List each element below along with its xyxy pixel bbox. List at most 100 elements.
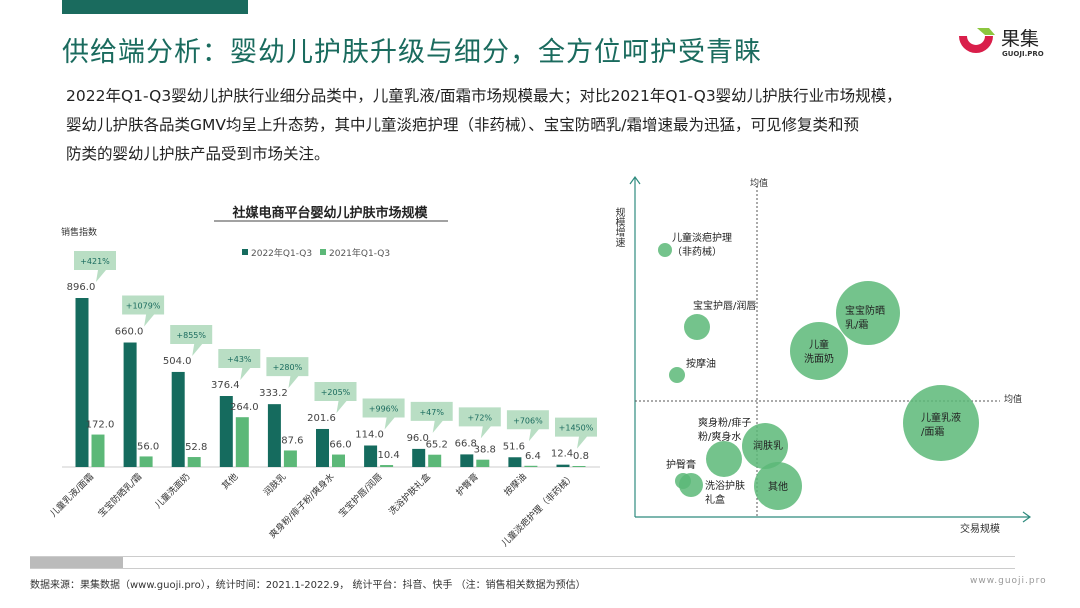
growth-label: +1450% bbox=[559, 424, 594, 433]
category-label: 儿童洗面奶 bbox=[152, 471, 192, 511]
bubble bbox=[706, 441, 742, 477]
growth-callout bbox=[266, 357, 309, 389]
bar-2022 bbox=[171, 371, 185, 467]
category-label: 洗浴护肤礼盒 bbox=[386, 471, 433, 518]
bubble bbox=[742, 423, 788, 469]
growth-label: +996% bbox=[369, 404, 399, 413]
bubble-label: 洗面奶 bbox=[804, 353, 834, 365]
bar-2021 bbox=[380, 465, 394, 467]
legend-swatch-2021 bbox=[320, 249, 326, 255]
growth-label: +1079% bbox=[126, 302, 161, 311]
growth-callout bbox=[74, 251, 116, 282]
progress-indicator bbox=[30, 557, 123, 568]
growth-callout bbox=[314, 381, 357, 413]
bubble bbox=[836, 281, 900, 345]
bubble-label: 礼盒 bbox=[705, 493, 725, 506]
bar-2021 bbox=[283, 450, 297, 467]
bar-2022 bbox=[460, 454, 474, 467]
data-source: 数据来源：果集数据（www.guoji.pro），统计时间：2021.1-202… bbox=[30, 580, 586, 591]
data-label-2022: 201.6 bbox=[307, 413, 336, 424]
bar-2021 bbox=[187, 457, 201, 467]
page-title: 供给端分析：婴幼儿护肤升级与细分，全方位呵护受青睐 bbox=[62, 37, 762, 68]
category-label: 润肤乳 bbox=[261, 471, 289, 499]
bubble-label: 乳/霜 bbox=[845, 318, 868, 331]
x-mean-label: 均值 bbox=[750, 177, 768, 189]
legend-label-2022: 2022年Q1-Q3 bbox=[251, 247, 312, 259]
data-label-2021: 87.6 bbox=[281, 435, 303, 446]
bar-2021 bbox=[428, 454, 442, 467]
bubble bbox=[679, 473, 703, 497]
logo: 果集 GUOJI.PRO bbox=[955, 22, 1065, 62]
bar-2022 bbox=[364, 445, 378, 467]
growth-label: +855% bbox=[176, 331, 206, 340]
bubble-label: （非药械） bbox=[672, 245, 722, 258]
growth-callout bbox=[458, 407, 501, 439]
bubble-label: 洗浴护肤 bbox=[705, 479, 745, 492]
data-label-2022: 660.0 bbox=[115, 327, 144, 338]
data-label-2022: 51.6 bbox=[503, 441, 525, 452]
growth-label: +205% bbox=[321, 388, 351, 397]
growth-label: +280% bbox=[273, 363, 303, 372]
growth-label: +47% bbox=[419, 408, 444, 417]
bubble-label: 儿童乳液 bbox=[921, 411, 961, 424]
data-label-2021: 66.0 bbox=[329, 440, 351, 451]
category-label: 宝宝防晒乳/霜 bbox=[95, 471, 144, 520]
divider bbox=[30, 568, 1015, 569]
bubble-label: 宝宝防晒 bbox=[845, 304, 885, 317]
y-mean-label: 均值 bbox=[1004, 393, 1022, 405]
data-label-2022: 333.2 bbox=[259, 388, 288, 399]
bubble bbox=[658, 243, 672, 257]
growth-label: +43% bbox=[227, 355, 252, 364]
x-axis-label: 交易规模 bbox=[960, 522, 1000, 535]
bar-2021 bbox=[332, 454, 345, 467]
legend-label-2021: 2021年Q1-Q3 bbox=[329, 247, 390, 259]
bar-2022 bbox=[316, 428, 329, 467]
data-label-2021: 65.2 bbox=[426, 440, 448, 451]
category-label: 宝宝护唇/润唇 bbox=[336, 471, 385, 520]
bubble-label: /面霜 bbox=[921, 426, 944, 438]
bubble-label: 儿童 bbox=[809, 338, 829, 351]
bubble-y-axis-label: 规模增速 bbox=[613, 207, 624, 247]
growth-callout bbox=[170, 324, 213, 356]
site-url: www.guoji.pro bbox=[970, 576, 1047, 586]
top-accent-bar bbox=[62, 0, 248, 14]
bar-2022 bbox=[556, 464, 570, 467]
bar-2022 bbox=[123, 342, 137, 467]
bubble-label: 按摩油 bbox=[686, 357, 716, 370]
data-label-2021: 264.0 bbox=[230, 402, 259, 413]
intro-text: 2022年Q1-Q3婴幼儿护肤行业细分品类中，儿童乳液/面霜市场规模最大；对比2… bbox=[66, 87, 902, 163]
bar-2021 bbox=[476, 459, 490, 467]
y-axis-arrow-icon bbox=[629, 175, 641, 185]
bar-2022 bbox=[219, 396, 233, 467]
growth-callout bbox=[362, 398, 405, 430]
data-label-2021: 172.0 bbox=[86, 420, 115, 431]
bubble bbox=[684, 314, 710, 340]
y-axis-label: 销售指数 bbox=[61, 226, 97, 238]
growth-callout bbox=[218, 349, 261, 381]
data-label-2022: 896.0 bbox=[67, 282, 96, 293]
bubble-label: 粉/爽身水 bbox=[698, 430, 741, 443]
bar-2022 bbox=[267, 404, 281, 467]
data-label-2022: 66.8 bbox=[455, 438, 477, 449]
bubble-label: 宝宝护唇/润唇 bbox=[693, 299, 756, 312]
logo-icon bbox=[959, 28, 995, 53]
bar-2021 bbox=[572, 466, 586, 467]
bubble bbox=[790, 322, 848, 380]
bubble bbox=[669, 367, 685, 383]
bar-2022 bbox=[75, 298, 89, 467]
bubble bbox=[754, 462, 802, 510]
data-label-2022: 376.4 bbox=[211, 380, 240, 391]
category-label: 护臀膏 bbox=[453, 471, 481, 499]
data-label-2022: 114.0 bbox=[355, 429, 384, 440]
growth-callout bbox=[506, 410, 549, 442]
bar-2021 bbox=[524, 465, 538, 467]
category-label: 其他 bbox=[219, 471, 240, 492]
bar-2021 bbox=[235, 417, 249, 467]
bar-2021 bbox=[91, 434, 105, 467]
bar-2022 bbox=[508, 457, 522, 467]
growth-label: +421% bbox=[80, 257, 110, 266]
data-label-2021: 38.8 bbox=[474, 445, 496, 456]
data-label-2021: 6.4 bbox=[525, 451, 541, 462]
x-axis-arrow-icon bbox=[1022, 511, 1032, 523]
